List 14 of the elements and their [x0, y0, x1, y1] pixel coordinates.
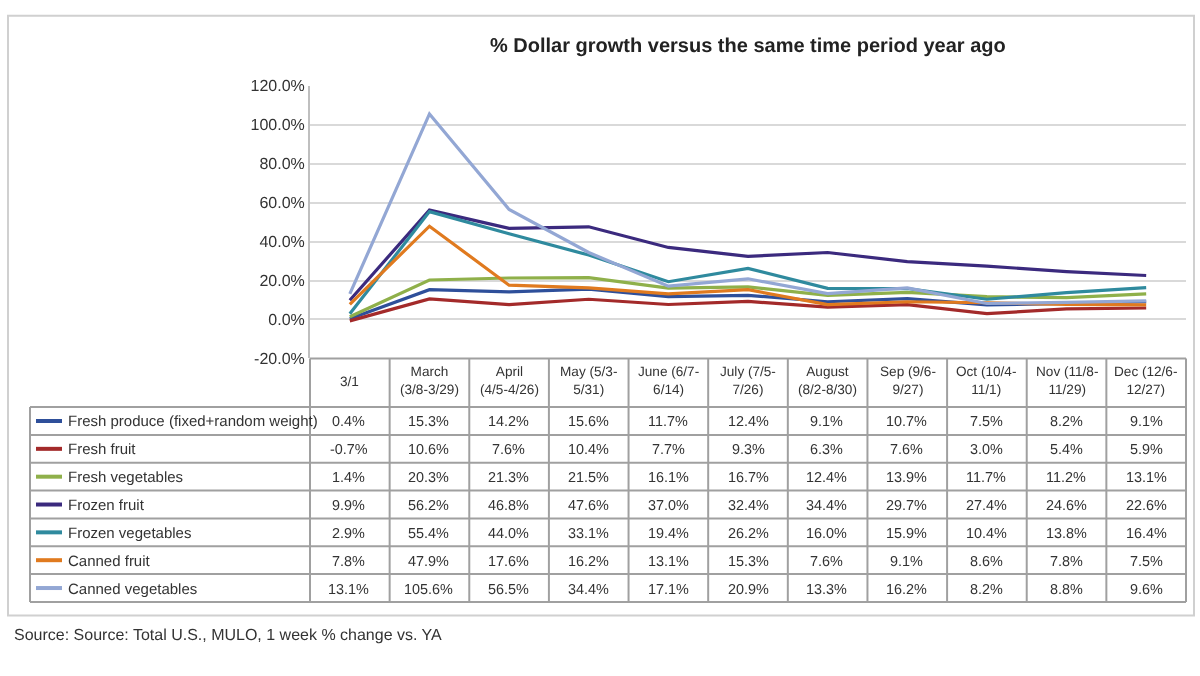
line-series — [348, 224, 1148, 307]
line-series — [348, 112, 1148, 306]
y-tick-label: -20.0% — [254, 350, 305, 369]
y-tick-label: 0.0% — [268, 311, 305, 330]
y-tick-label: 100.0% — [250, 116, 305, 135]
y-tick-label: 40.0% — [259, 233, 305, 252]
y-tick-label: 20.0% — [259, 272, 305, 291]
source-note: Source: Source: Total U.S., MULO, 1 week % change vs. YA — [14, 626, 444, 644]
line-series — [348, 276, 1148, 319]
y-tick-label: 80.0% — [259, 155, 305, 174]
line-series — [348, 297, 1148, 323]
y-tick-label: 60.0% — [259, 194, 305, 213]
chart-title: % Dollar growth versus the same time period year ago — [490, 36, 1006, 58]
y-tick-label: 120.0% — [250, 77, 305, 96]
